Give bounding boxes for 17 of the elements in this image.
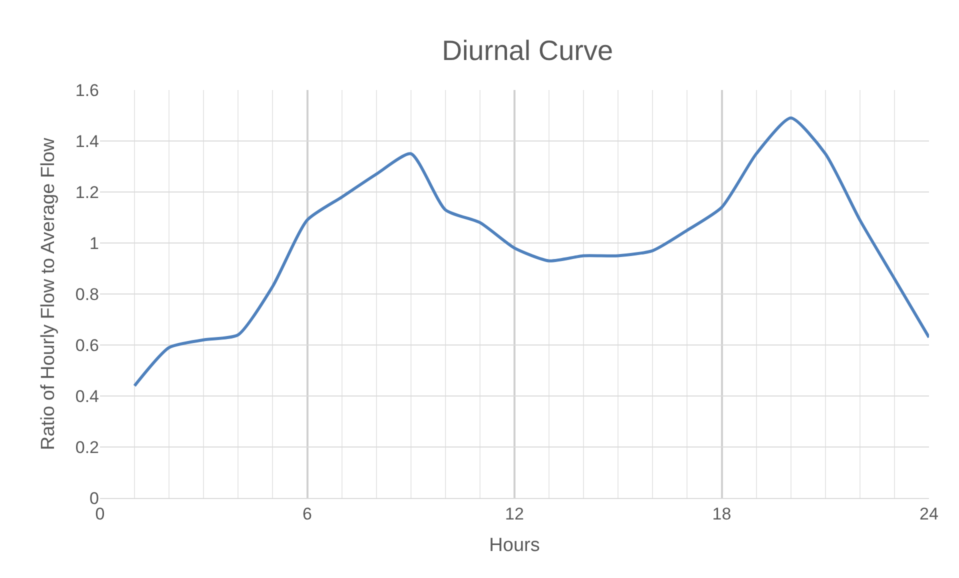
y-tick-label: 1.2 — [75, 182, 99, 202]
x-axis-title: Hours — [489, 535, 540, 556]
y-tick-label: 0 — [90, 488, 99, 508]
x-tick-label: 6 — [302, 504, 312, 524]
y-axis-title: Ratio of Hourly Flow to Average Flow — [38, 138, 60, 450]
y-tick-label: 0.2 — [75, 438, 99, 457]
x-tick-label: 12 — [505, 504, 524, 524]
y-tick-label: 0.8 — [75, 284, 99, 304]
y-tick-label: 0.6 — [75, 336, 99, 355]
x-tick-label: 18 — [712, 504, 732, 524]
y-tick-label: 1 — [90, 234, 99, 253]
y-tick-label: 1.4 — [75, 132, 99, 151]
x-tick-label: 24 — [920, 504, 938, 524]
line-series — [133, 116, 929, 388]
y-tick-label: 1.6 — [75, 80, 99, 100]
y-tick-label: 0.4 — [75, 386, 99, 406]
chart-title: Diurnal Curve — [442, 35, 614, 66]
